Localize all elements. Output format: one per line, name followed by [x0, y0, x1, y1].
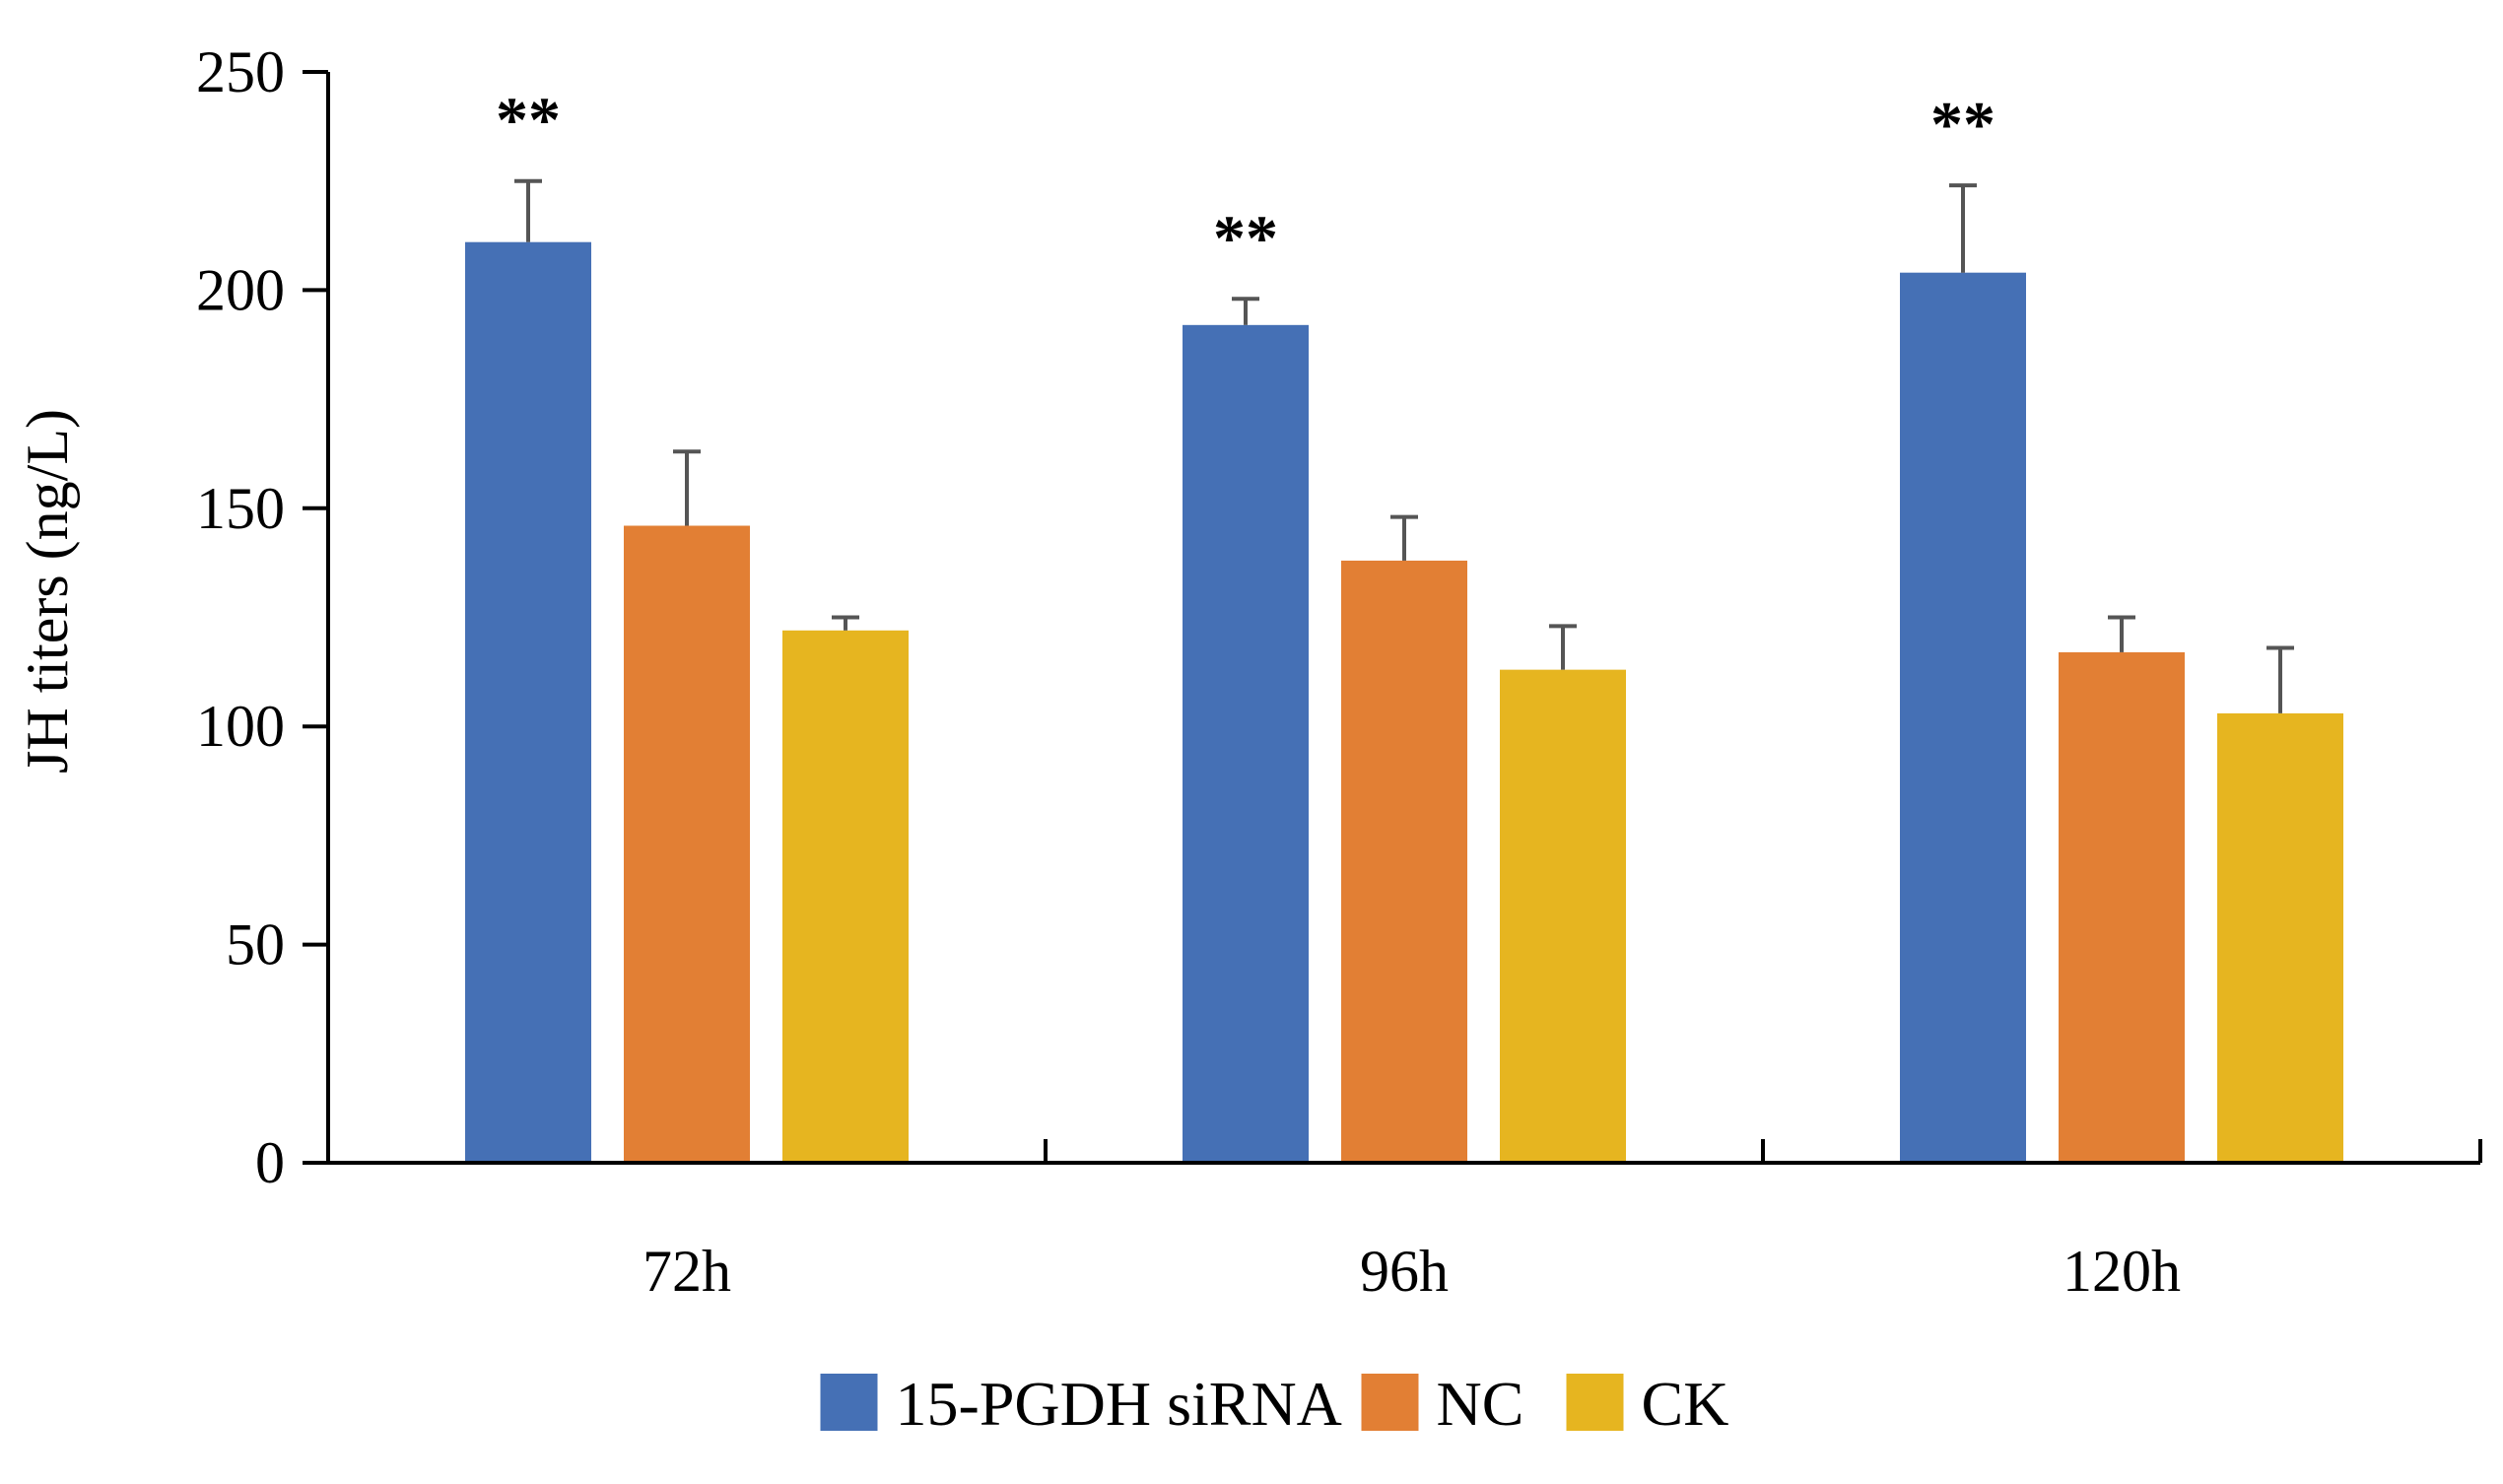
bar — [782, 630, 909, 1163]
y-tick-label: 100 — [196, 694, 285, 759]
y-tick-label: 0 — [255, 1130, 285, 1195]
y-tick-label: 50 — [226, 912, 285, 978]
bar — [2217, 712, 2343, 1163]
legend-item: CK — [1566, 1369, 1729, 1439]
significance-marker: ** — [1213, 202, 1278, 274]
y-axis-title: JH titers (ng/L) — [15, 409, 80, 774]
bars-layer — [465, 241, 2343, 1164]
labels-layer: ** ** ** 0 50 100 150 200 250 72h 96h 120h — [196, 39, 2181, 1304]
x-tick-label: 96h — [1360, 1239, 1449, 1304]
legend-label: CK — [1642, 1369, 1729, 1439]
bar — [1900, 272, 2026, 1163]
significance-marker: ** — [1930, 89, 1996, 161]
legend-item: 15-PGDH siRNA — [820, 1369, 1342, 1439]
legend-label: NC — [1437, 1369, 1524, 1439]
legend-item: NC — [1361, 1369, 1524, 1439]
bar — [465, 241, 591, 1163]
x-tick-label: 120h — [2063, 1239, 2181, 1304]
bar — [1183, 324, 1309, 1164]
axes-layer — [303, 70, 2482, 1165]
y-tick-label: 150 — [196, 476, 285, 541]
y-tick-label: 250 — [196, 39, 285, 104]
significance-marker: ** — [496, 85, 561, 157]
legend: 15-PGDH siRNA NC CK — [820, 1369, 1729, 1439]
x-tick-label: 72h — [643, 1239, 731, 1304]
legend-swatch — [1361, 1374, 1419, 1431]
bar — [1500, 669, 1626, 1163]
bar — [2059, 651, 2185, 1163]
y-tick-label: 200 — [196, 257, 285, 322]
bar — [1341, 560, 1467, 1163]
legend-label: 15-PGDH siRNA — [896, 1369, 1342, 1439]
legend-swatch — [820, 1374, 878, 1431]
legend-swatch — [1566, 1374, 1624, 1431]
error-bars-layer — [514, 178, 2294, 713]
bar — [624, 525, 750, 1163]
